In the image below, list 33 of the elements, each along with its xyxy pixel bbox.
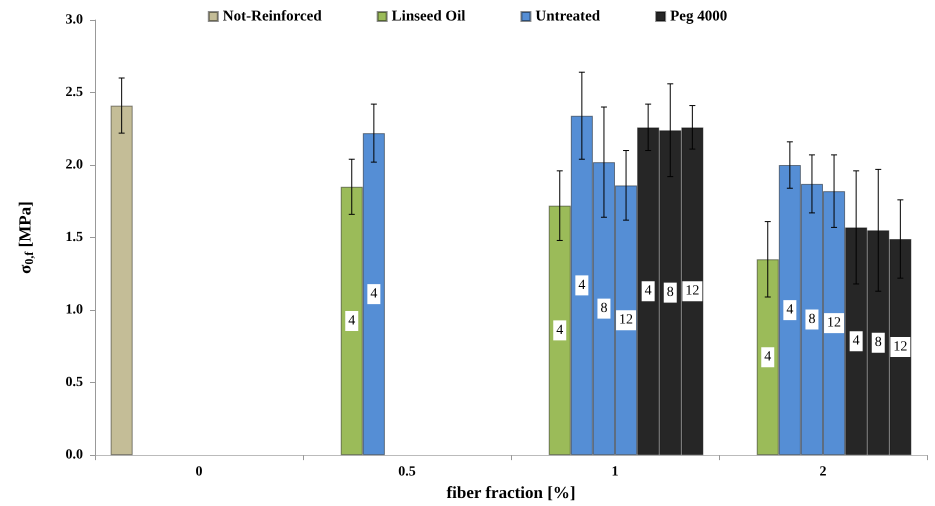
y-tick-label: 1.0 [66,302,83,318]
annotation: 4 [644,284,652,299]
x-axis-title: fiber fraction [%] [446,483,576,502]
annotation: 4 [578,278,586,293]
annotation: 4 [852,334,860,349]
annotation: 4 [556,322,564,338]
y-tick-label: 0.5 [66,375,83,390]
annotation: 4 [370,286,378,302]
annotation: 12 [685,284,700,299]
y-axis-title: σ0,f [MPa] [16,201,36,274]
annotation: 8 [808,312,816,327]
y-tick-label: 1.5 [66,230,83,246]
x-tick-label: 0.5 [398,464,416,480]
legend-label: Linseed Oil [392,8,466,24]
annotation: 8 [666,285,674,300]
x-tick-label: 2 [820,464,826,480]
x-tick-label: 0 [196,464,202,480]
x-tick-label: 1 [612,464,618,480]
annotation: 12 [619,312,634,328]
legend-label: Peg 4000 [670,8,728,24]
annotation: 4 [764,350,772,365]
annotation: 12 [893,340,908,355]
y-tick-label: 2.5 [66,85,83,100]
annotation: 8 [600,301,608,316]
y-tick-label: 2.0 [66,158,83,173]
legend-label: Untreated [535,8,601,24]
annotation: 4 [786,302,794,318]
legend-label: Not-Reinforced [222,8,322,24]
annotation: 12 [827,316,842,331]
annotation: 8 [874,335,882,350]
y-tick-label: 0.0 [66,448,83,463]
y-tick-label: 3.0 [66,12,83,28]
annotation: 4 [348,313,356,328]
